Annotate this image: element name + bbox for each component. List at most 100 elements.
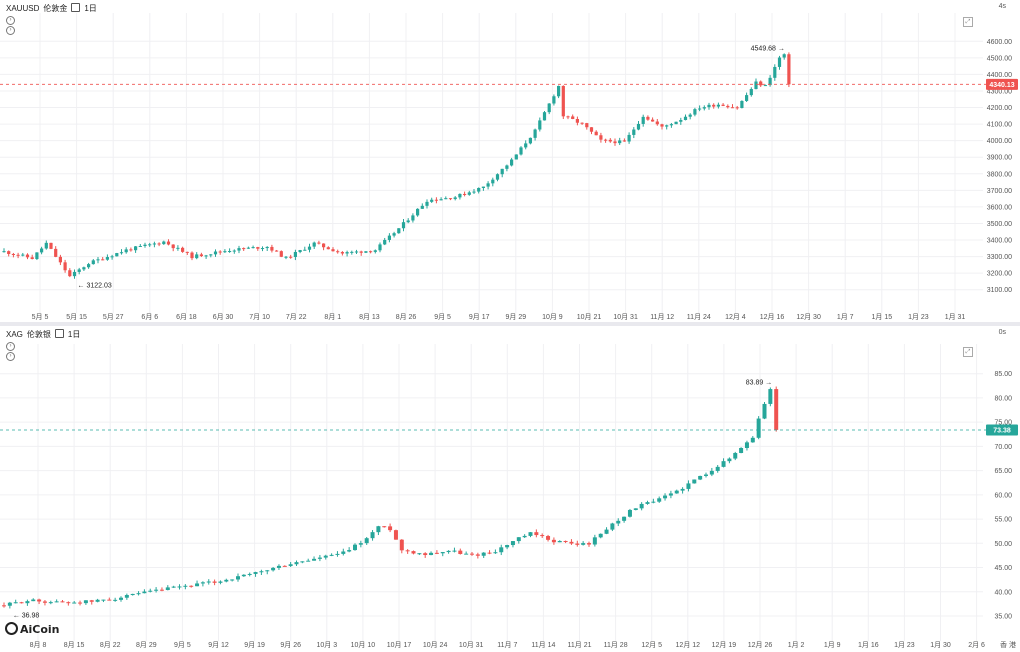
candle-body [154, 589, 159, 591]
candle-body [524, 143, 528, 148]
candle-body [382, 526, 387, 528]
candle-body [756, 418, 761, 438]
candle-body [726, 105, 730, 108]
x-tick-label: 6月 18 [176, 313, 197, 321]
candle-body [739, 448, 744, 453]
x-tick-label: 11月 24 [687, 313, 711, 321]
candle-body [534, 532, 539, 536]
candle-body [40, 248, 44, 253]
candle-body [195, 583, 200, 587]
candle-body [519, 147, 523, 155]
candle-body [393, 530, 398, 540]
candlestick-chart[interactable]: 35.00 40.00 45.00 50.00 55.00 60.00 65.00 70.00… [0, 326, 1020, 652]
candle-body [25, 254, 30, 258]
candle-body [298, 250, 302, 252]
candle-body [446, 550, 451, 553]
aicoin-logo: AiCoin [5, 622, 60, 636]
candle-body [143, 244, 147, 247]
candle-body [124, 249, 128, 253]
candle-body [622, 140, 626, 142]
expand-icon[interactable]: ⤢ [963, 347, 973, 357]
candle-body [2, 605, 6, 607]
y-tick-label: 60.00 [994, 492, 1012, 499]
candle-body [72, 602, 77, 604]
candle-body [212, 581, 217, 583]
collapse-chevron-icon[interactable]: › [6, 16, 15, 25]
candle-body [425, 201, 429, 206]
candle-body [176, 247, 180, 249]
collapse-chevron-icon[interactable]: › [6, 342, 15, 351]
candle-body [754, 81, 758, 90]
silver-symbol[interactable]: XAG [6, 330, 23, 339]
candle-body [528, 532, 533, 536]
settings-circle-icon[interactable]: › [6, 352, 15, 361]
candle-body [702, 107, 706, 109]
candle-body [423, 553, 428, 556]
candle-body [230, 579, 235, 581]
last-price-value: 73.38 [993, 428, 1011, 435]
candle-body [259, 571, 264, 573]
candle-body [288, 564, 293, 566]
candle-body [674, 490, 679, 494]
candle-body [613, 141, 617, 144]
candle-body [608, 139, 612, 142]
x-tick-label: 11月 14 [531, 641, 555, 649]
candle-body [282, 565, 287, 567]
candle-body [401, 222, 406, 229]
candle-body [721, 104, 725, 106]
candle-body [37, 599, 42, 602]
edit-icon[interactable] [71, 3, 81, 12]
candle-body [487, 552, 492, 554]
candle-body [655, 121, 659, 125]
candle-body [370, 532, 375, 539]
expand-icon[interactable]: ⤢ [963, 17, 973, 27]
edit-icon[interactable] [54, 329, 64, 338]
panel-divider[interactable] [0, 322, 1020, 326]
candle-body [200, 582, 205, 584]
y-tick-label: 4200.00 [987, 105, 1012, 112]
candle-body [493, 552, 498, 554]
candlestick-chart[interactable]: 3100.00 3200.00 3300.00 3400.00 3500.00 3600.… [0, 0, 1020, 322]
candle-body [669, 124, 673, 126]
candle-body [698, 475, 703, 480]
x-tick-label: 1月 2 [788, 641, 805, 649]
candle-body [397, 228, 401, 234]
settings-circle-icon[interactable]: › [6, 26, 15, 35]
candle-body [618, 140, 622, 144]
x-tick-label: 12月 12 [676, 641, 701, 649]
candle-body [475, 554, 480, 556]
candle-body [312, 242, 316, 247]
candle-body [195, 254, 199, 259]
candle-body [733, 452, 738, 459]
candle-body [616, 520, 621, 524]
candle-body [353, 544, 357, 551]
candle-body [727, 458, 732, 462]
candle-body [575, 118, 579, 123]
y-tick-label: 4000.00 [987, 138, 1012, 145]
x-tick-label: 10月 21 [577, 313, 602, 321]
candle-body [704, 474, 708, 476]
silver-name: 伦敦银 [26, 330, 51, 339]
x-tick-label: 12月 19 [712, 641, 737, 649]
y-tick-label: 4600.00 [987, 39, 1012, 46]
candle-body [142, 591, 147, 594]
candle-body [399, 539, 404, 551]
candle-body [189, 585, 194, 587]
candle-body [369, 251, 373, 253]
candle-body [420, 205, 424, 209]
candle-body [183, 585, 188, 587]
candle-body [190, 252, 194, 259]
candle-body [773, 66, 777, 78]
candle-body [709, 470, 714, 475]
silver-interval[interactable]: 1日 [67, 330, 81, 339]
gold-symbol[interactable]: XAUUSD [6, 4, 40, 13]
x-tick-label: 10月 3 [316, 641, 337, 649]
candle-body [293, 251, 297, 257]
candle-body [42, 601, 47, 603]
candle-body [129, 249, 133, 251]
y-tick-label: 55.00 [994, 517, 1012, 524]
candle-body [284, 256, 288, 258]
candle-body [610, 523, 615, 530]
x-tick-label: 11月 28 [604, 641, 628, 649]
gold-interval[interactable]: 1日 [84, 4, 97, 13]
